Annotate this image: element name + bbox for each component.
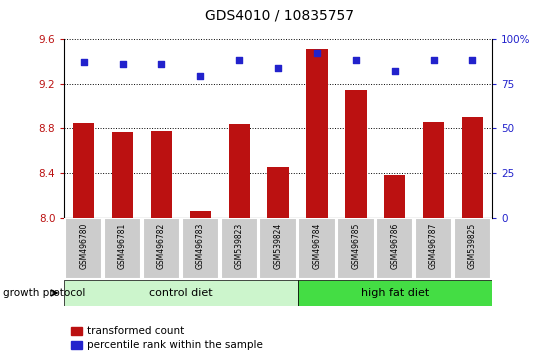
Bar bbox=[112, 132, 133, 218]
Text: control diet: control diet bbox=[149, 288, 213, 298]
FancyBboxPatch shape bbox=[259, 218, 297, 279]
Point bbox=[468, 58, 477, 63]
Point bbox=[79, 59, 88, 65]
Text: GSM539824: GSM539824 bbox=[273, 223, 283, 269]
Text: GSM496784: GSM496784 bbox=[312, 223, 321, 269]
Point bbox=[312, 50, 321, 56]
Text: transformed count: transformed count bbox=[87, 326, 184, 336]
Text: high fat diet: high fat diet bbox=[361, 288, 429, 298]
Point bbox=[273, 65, 282, 70]
FancyBboxPatch shape bbox=[297, 280, 492, 306]
Point bbox=[235, 58, 244, 63]
Text: GDS4010 / 10835757: GDS4010 / 10835757 bbox=[205, 9, 354, 23]
Bar bbox=[267, 167, 289, 218]
Text: GSM539825: GSM539825 bbox=[468, 223, 477, 269]
Bar bbox=[229, 124, 250, 218]
Text: percentile rank within the sample: percentile rank within the sample bbox=[87, 340, 263, 350]
Text: GSM496781: GSM496781 bbox=[118, 223, 127, 269]
Text: GSM496782: GSM496782 bbox=[157, 223, 166, 269]
Text: GSM496785: GSM496785 bbox=[352, 223, 361, 269]
Bar bbox=[345, 90, 367, 218]
FancyBboxPatch shape bbox=[376, 218, 414, 279]
Bar bbox=[306, 49, 328, 218]
Bar bbox=[151, 131, 172, 218]
Bar bbox=[423, 122, 444, 218]
Bar bbox=[384, 175, 405, 218]
Point bbox=[157, 61, 166, 67]
FancyBboxPatch shape bbox=[221, 218, 258, 279]
Point bbox=[352, 58, 361, 63]
FancyBboxPatch shape bbox=[143, 218, 180, 279]
Bar bbox=[73, 123, 94, 218]
FancyBboxPatch shape bbox=[104, 218, 141, 279]
Point bbox=[118, 61, 127, 67]
Point bbox=[429, 58, 438, 63]
FancyBboxPatch shape bbox=[454, 218, 491, 279]
Text: GSM496787: GSM496787 bbox=[429, 223, 438, 269]
Text: GSM496786: GSM496786 bbox=[390, 223, 399, 269]
FancyBboxPatch shape bbox=[65, 218, 102, 279]
FancyBboxPatch shape bbox=[299, 218, 335, 279]
FancyBboxPatch shape bbox=[64, 280, 297, 306]
Text: GSM539823: GSM539823 bbox=[235, 223, 244, 269]
Point bbox=[390, 68, 399, 74]
Text: GSM496780: GSM496780 bbox=[79, 223, 88, 269]
FancyBboxPatch shape bbox=[182, 218, 219, 279]
Point bbox=[196, 74, 205, 79]
Bar bbox=[462, 117, 483, 218]
FancyBboxPatch shape bbox=[415, 218, 452, 279]
Bar bbox=[190, 211, 211, 218]
Text: GSM496783: GSM496783 bbox=[196, 223, 205, 269]
Text: growth protocol: growth protocol bbox=[3, 288, 85, 298]
FancyBboxPatch shape bbox=[337, 218, 375, 279]
